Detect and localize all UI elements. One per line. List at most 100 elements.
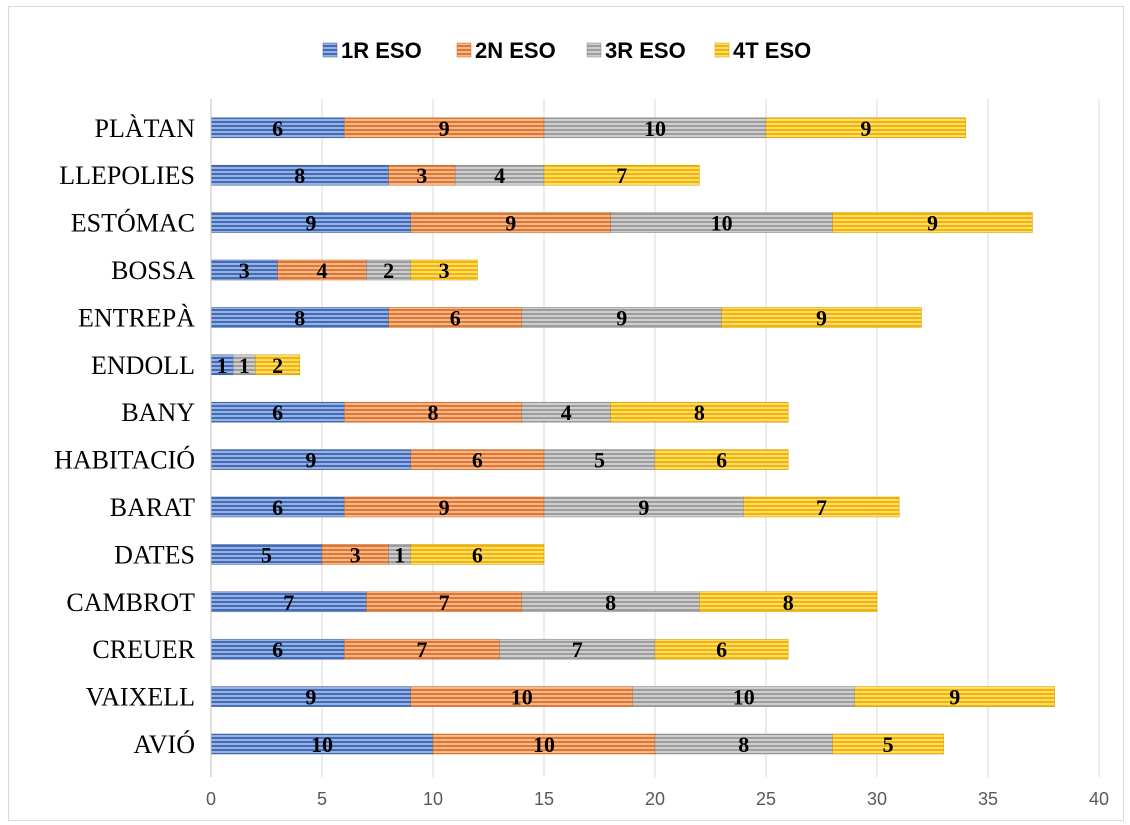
category-label: ESTÓMAC [71,209,195,238]
data-label: 8 [738,732,749,757]
data-label: 7 [572,637,583,662]
legend-swatch [322,42,338,58]
x-tick-label: 35 [978,789,998,809]
bar-segment [699,591,878,613]
data-label: 9 [860,116,871,141]
data-label: 4 [494,163,505,188]
data-label: 3 [239,258,250,283]
data-label: 9 [949,685,960,710]
x-tick-label: 10 [423,789,443,809]
data-label: 10 [311,732,333,757]
data-label: 6 [272,116,283,141]
gridlines [210,99,1100,777]
category-label: ENDOLL [91,351,195,380]
bar-segment [743,496,900,518]
category-label: CAMBROT [66,588,195,617]
category-label: BARAT [110,493,195,522]
data-label: 9 [616,305,627,330]
x-tick-label: 40 [1089,789,1109,809]
legend-label: 4T ESO [733,38,811,63]
bar-segment [854,686,1055,707]
data-label: 8 [294,163,305,188]
data-label: 4 [561,400,572,425]
bar-segment [410,544,545,565]
legend-label: 3R ESO [605,38,686,63]
bar-segment [765,117,967,139]
data-label: 3 [439,258,450,283]
axes: AVIÓ VAIXELL CREUER CAMBROT DATES BARAT HABITA… [54,99,1109,809]
bars [210,117,1055,755]
bar-segment [610,401,789,423]
category-label: HABITACIÓ [54,446,195,475]
data-label: 9 [439,116,450,141]
data-label: 8 [428,400,439,425]
data-label: 6 [716,448,727,473]
bar-segment [832,733,944,755]
data-label: 6 [472,448,483,473]
data-labels: 10 10 8 59 10 10 96 7 7 67 7 8 85 3 1 66 9 9 79 6 5 66 8 4 81 1 28… [217,116,961,757]
data-label: 9 [816,305,827,330]
legend-swatch [714,42,730,58]
x-tick-label: 30 [867,789,887,809]
data-label: 6 [272,637,283,662]
data-label: 8 [294,305,305,330]
bar-segment [255,354,301,376]
data-label: 1 [217,353,228,378]
data-label: 9 [927,211,938,236]
legend-label: 2N ESO [475,38,556,63]
data-label: 1 [239,353,250,378]
bar-chart: 10 10 8 59 10 10 96 7 7 67 7 8 85 3 1 66 9 9 79 6 5 66 8 4 81 1 28… [54,38,1109,809]
data-label: 8 [605,590,616,615]
bar-segment [654,449,789,470]
legend-swatch [586,42,602,58]
legend-swatch [456,42,472,58]
data-label: 2 [383,258,394,283]
data-label: 1 [394,542,405,567]
data-label: 9 [305,685,316,710]
data-label: 8 [694,400,705,425]
legend: 1R ESO 2N ESO 3R ESO 4T ESO [322,38,811,63]
data-label: 9 [305,448,316,473]
data-label: 8 [783,590,794,615]
data-label: 6 [272,400,283,425]
category-label: VAIXELL [86,683,195,712]
category-label: BANY [121,398,195,427]
x-tick-label: 25 [756,789,776,809]
data-label: 3 [416,163,427,188]
category-label: PLÀTAN [95,114,196,143]
data-label: 10 [533,732,555,757]
bar-segment [721,307,922,328]
bar-segment [832,212,1033,233]
data-label: 9 [439,495,450,520]
chart-frame: 10 10 8 5 9 10 10 9 6 7 7 6 7 7 8 8 5 3 1 6 6 9 9 7 9 6 5 6 6 8 4 8 1 1 2 8… [8,6,1124,821]
category-label: BOSSA [111,256,195,285]
data-label: 10 [711,211,733,236]
data-label: 2 [272,353,283,378]
data-label: 3 [350,542,361,567]
x-tick-label: 5 [317,789,327,809]
data-label: 9 [305,211,316,236]
data-label: 10 [511,685,533,710]
x-tick-label: 20 [645,789,665,809]
data-label: 10 [733,685,755,710]
data-label: 7 [816,495,827,520]
category-label: CREUER [92,635,195,664]
data-label: 6 [716,637,727,662]
legend-label: 1R ESO [341,38,422,63]
category-label: ENTREPÀ [78,303,195,332]
data-label: 10 [644,116,666,141]
bar-segment [543,164,700,186]
data-label: 7 [416,637,427,662]
category-label: AVIÓ [133,730,195,759]
data-label: 4 [317,258,328,283]
data-label: 7 [616,163,627,188]
data-label: 9 [505,211,516,236]
data-label: 5 [594,448,605,473]
data-label: 6 [450,305,461,330]
data-label: 7 [439,590,450,615]
data-label: 9 [638,495,649,520]
bar-segment [410,259,478,281]
category-label: DATES [114,540,195,569]
category-label: LLEPOLIES [59,161,195,190]
data-label: 7 [283,590,294,615]
